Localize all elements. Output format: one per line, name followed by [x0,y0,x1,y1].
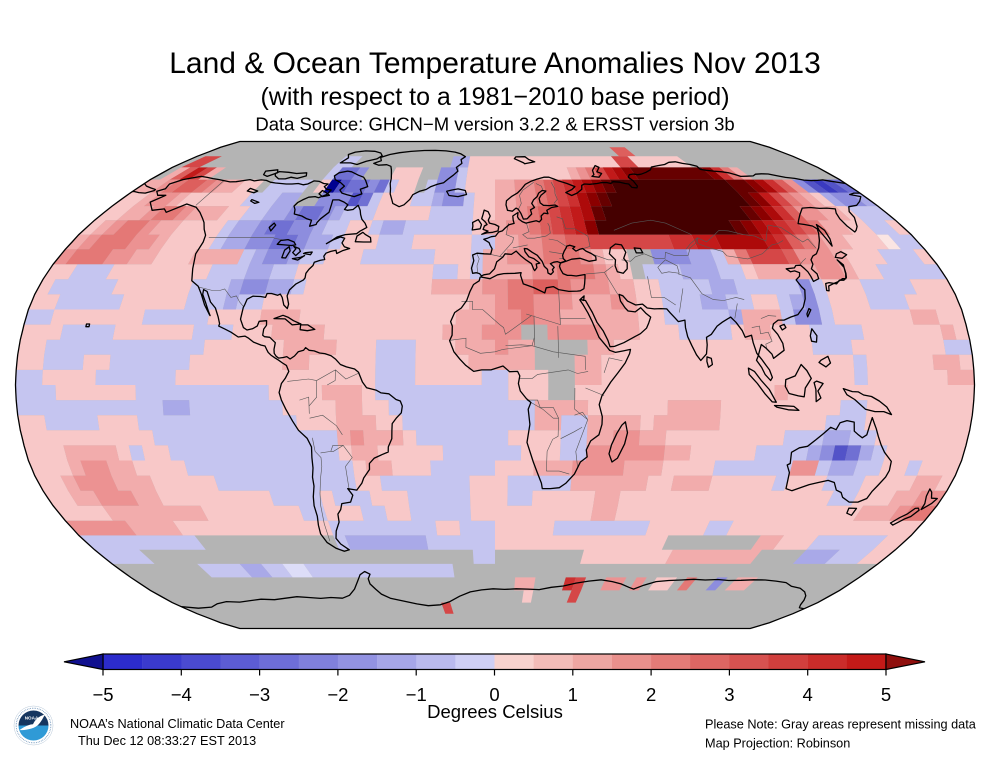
svg-text:(with respect to a 1981−2010 b: (with respect to a 1981−2010 base period… [260,83,729,111]
svg-text:1: 1 [568,684,578,705]
svg-text:Data Source: GHCN−M version 3.: Data Source: GHCN−M version 3.2.2 & ERSS… [255,114,734,135]
svg-text:Land & Ocean Temperature Anoma: Land & Ocean Temperature Anomalies Nov 2… [169,47,821,80]
svg-text:−3: −3 [249,684,270,705]
svg-text:Degrees Celsius: Degrees Celsius [427,701,563,722]
svg-text:Thu Dec 12 08:33:27 EST 2013: Thu Dec 12 08:33:27 EST 2013 [78,734,256,748]
svg-text:−4: −4 [171,684,192,705]
svg-text:4: 4 [803,684,813,705]
svg-text:2: 2 [646,684,656,705]
svg-text:−1: −1 [406,684,427,705]
svg-text:Please Note: Gray areas repres: Please Note: Gray areas represent missin… [705,718,977,732]
svg-text:0: 0 [489,684,499,705]
svg-text:5: 5 [881,684,891,705]
svg-text:−5: −5 [92,684,113,705]
svg-text:NOAA: NOAA [25,716,39,721]
svg-text:NOAA’s National Climatic Data: NOAA’s National Climatic Data Center [70,717,285,731]
svg-text:3: 3 [724,684,734,705]
svg-text:Map Projection: Robinson: Map Projection: Robinson [705,736,850,750]
svg-text:−2: −2 [327,684,348,705]
